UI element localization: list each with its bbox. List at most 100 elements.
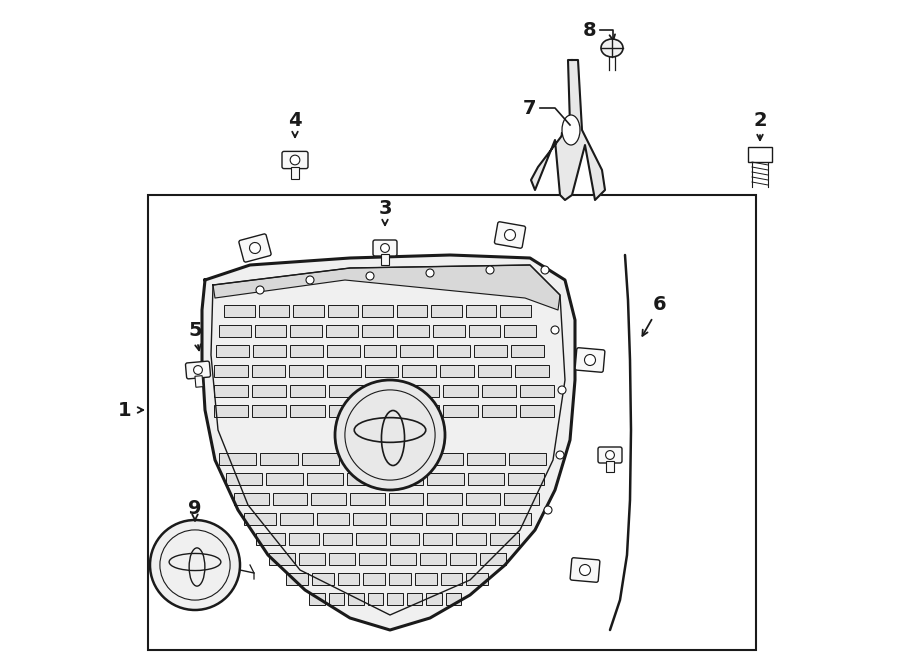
Bar bbox=[317, 513, 349, 525]
Bar bbox=[431, 305, 462, 317]
Bar bbox=[511, 345, 544, 357]
Bar bbox=[364, 573, 385, 585]
Bar bbox=[234, 493, 268, 505]
Bar bbox=[423, 533, 452, 545]
Bar bbox=[291, 167, 299, 178]
Bar bbox=[428, 493, 462, 505]
Bar bbox=[362, 325, 393, 337]
Bar bbox=[367, 593, 383, 605]
Ellipse shape bbox=[601, 39, 623, 57]
Bar bbox=[748, 147, 772, 162]
Text: 8: 8 bbox=[583, 20, 597, 40]
Bar bbox=[390, 533, 418, 545]
Circle shape bbox=[580, 564, 590, 576]
Bar bbox=[328, 405, 363, 417]
Bar bbox=[426, 513, 458, 525]
Bar bbox=[269, 553, 295, 565]
Bar bbox=[389, 493, 423, 505]
Bar bbox=[440, 365, 473, 377]
Circle shape bbox=[551, 326, 559, 334]
Bar bbox=[226, 473, 262, 485]
Bar bbox=[323, 533, 352, 545]
Bar bbox=[214, 365, 248, 377]
Bar bbox=[148, 195, 756, 650]
Bar bbox=[405, 405, 439, 417]
FancyBboxPatch shape bbox=[570, 558, 600, 582]
Bar bbox=[467, 473, 504, 485]
Bar bbox=[293, 305, 324, 317]
Circle shape bbox=[366, 272, 374, 280]
Text: 5: 5 bbox=[188, 321, 202, 350]
Bar bbox=[397, 325, 429, 337]
Bar bbox=[255, 325, 286, 337]
Bar bbox=[440, 573, 463, 585]
Bar bbox=[327, 345, 360, 357]
Bar bbox=[252, 385, 286, 397]
Bar bbox=[281, 513, 313, 525]
Bar bbox=[311, 493, 346, 505]
Bar bbox=[400, 345, 433, 357]
Bar bbox=[364, 365, 399, 377]
Bar bbox=[327, 365, 361, 377]
FancyBboxPatch shape bbox=[185, 361, 211, 379]
Bar bbox=[456, 533, 486, 545]
Bar bbox=[353, 513, 385, 525]
Bar bbox=[350, 493, 384, 505]
FancyBboxPatch shape bbox=[373, 240, 397, 256]
Bar bbox=[338, 573, 359, 585]
Bar bbox=[466, 305, 497, 317]
Bar bbox=[364, 345, 396, 357]
Bar bbox=[219, 453, 256, 465]
Polygon shape bbox=[213, 265, 560, 310]
Bar bbox=[474, 345, 507, 357]
Circle shape bbox=[335, 380, 445, 490]
Polygon shape bbox=[531, 60, 605, 200]
Bar bbox=[478, 365, 511, 377]
Bar bbox=[389, 573, 410, 585]
Bar bbox=[328, 385, 363, 397]
Circle shape bbox=[544, 506, 552, 514]
FancyBboxPatch shape bbox=[494, 222, 526, 249]
Bar bbox=[214, 385, 248, 397]
Circle shape bbox=[606, 451, 615, 459]
Circle shape bbox=[290, 155, 300, 165]
Bar bbox=[214, 405, 248, 417]
Circle shape bbox=[150, 520, 240, 610]
Circle shape bbox=[381, 244, 390, 253]
Polygon shape bbox=[202, 255, 575, 630]
Bar bbox=[387, 593, 402, 605]
Bar bbox=[356, 533, 385, 545]
Bar bbox=[508, 473, 544, 485]
Bar bbox=[482, 385, 516, 397]
Bar bbox=[516, 365, 549, 377]
Bar bbox=[520, 385, 554, 397]
Bar bbox=[469, 325, 500, 337]
Bar bbox=[326, 325, 357, 337]
Bar bbox=[286, 573, 308, 585]
Bar bbox=[415, 573, 436, 585]
Bar bbox=[362, 305, 392, 317]
Bar bbox=[433, 325, 464, 337]
Bar bbox=[343, 453, 381, 465]
Bar bbox=[428, 473, 464, 485]
Circle shape bbox=[426, 269, 434, 277]
Bar bbox=[253, 345, 286, 357]
Bar bbox=[419, 553, 446, 565]
Text: 4: 4 bbox=[288, 110, 302, 137]
Bar bbox=[309, 593, 325, 605]
Bar bbox=[291, 325, 322, 337]
Bar bbox=[289, 365, 323, 377]
Circle shape bbox=[306, 276, 314, 284]
Bar bbox=[405, 385, 439, 397]
Bar bbox=[467, 453, 505, 465]
Bar bbox=[482, 405, 516, 417]
Bar bbox=[216, 345, 249, 357]
Circle shape bbox=[541, 266, 549, 274]
Bar bbox=[252, 365, 285, 377]
Bar bbox=[450, 553, 476, 565]
Bar bbox=[504, 325, 536, 337]
Bar bbox=[607, 461, 614, 472]
Bar bbox=[384, 453, 422, 465]
Bar bbox=[224, 305, 255, 317]
Bar bbox=[367, 405, 401, 417]
